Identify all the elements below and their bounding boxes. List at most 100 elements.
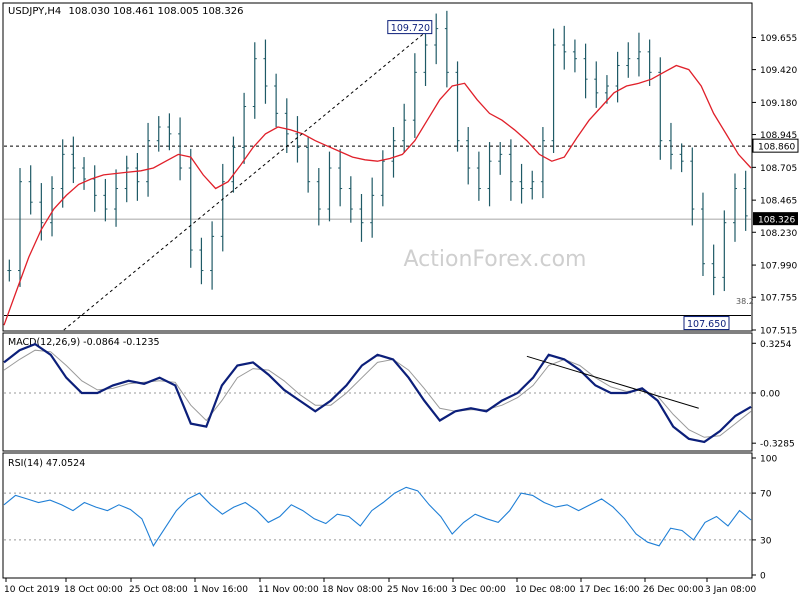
price-bar — [466, 127, 471, 185]
rsi-panel-frame — [2, 452, 753, 579]
low-annotation-label: 107.650 — [687, 319, 726, 330]
price-bar — [348, 176, 353, 223]
macd-tick-label: 0.3254 — [760, 340, 792, 350]
price-bar — [423, 32, 428, 87]
price-tick-label: 107.990 — [760, 262, 797, 272]
macd-panel-frame — [2, 332, 753, 452]
price-bar — [700, 192, 705, 277]
x-tick-label: 1 Nov 16:00 — [193, 585, 248, 595]
price-bar — [370, 177, 375, 238]
price-bar — [732, 173, 737, 242]
price-bar — [210, 221, 215, 290]
price-bar — [402, 103, 407, 153]
price-bar — [572, 39, 577, 73]
price-bar — [114, 169, 119, 227]
macd-tick-label: 0.00 — [760, 390, 780, 400]
price-bar — [263, 39, 268, 104]
price-bar — [626, 42, 631, 78]
macd-main-line — [3, 342, 752, 444]
price-bar — [199, 237, 204, 285]
price-bar — [231, 136, 236, 193]
price-bar — [476, 151, 481, 201]
rsi-title: RSI(14) 47.0524 — [8, 458, 85, 469]
price-bar — [316, 168, 321, 226]
moving-average-line — [3, 64, 752, 326]
rsi-tick-label: 30 — [760, 536, 772, 546]
price-bar — [540, 127, 545, 199]
price-bar — [679, 143, 684, 173]
price-bar — [551, 28, 556, 153]
price-bar — [327, 151, 332, 222]
x-tick-label: 10 Oct 2019 — [4, 585, 60, 595]
x-tick-label: 10 Dec 08:00 — [515, 585, 576, 595]
rsi-layer — [3, 486, 752, 547]
x-tick-label: 25 Oct 08:00 — [129, 585, 188, 595]
price-tick-label: 109.420 — [760, 66, 797, 76]
price-bar — [178, 117, 183, 181]
price-bar — [242, 92, 247, 164]
price-bar — [711, 244, 716, 296]
price-bar — [722, 210, 727, 292]
x-tick-label: 17 Dec 16:00 — [579, 585, 640, 595]
price-bar — [359, 193, 364, 242]
high-annotation-label: 109.720 — [391, 23, 430, 34]
price-bar — [391, 127, 396, 178]
price-tick-label: 108.230 — [760, 229, 797, 239]
price-bar — [156, 116, 161, 152]
symbol-label: USDJPY,H4 — [8, 6, 61, 17]
price-bar — [18, 168, 23, 287]
price-bar — [274, 73, 279, 128]
x-tick-label: 18 Oct 00:00 — [64, 585, 123, 595]
price-bar — [146, 122, 151, 197]
x-tick-label: 3 Jan 08:00 — [705, 585, 757, 595]
price-bar — [28, 165, 33, 215]
price-bar — [60, 139, 65, 208]
price-bar — [167, 113, 172, 151]
price-bar — [7, 259, 12, 282]
price-tick-label: 108.465 — [760, 197, 797, 207]
price-bar — [455, 61, 460, 152]
price-bar — [690, 147, 695, 226]
price-bar — [615, 51, 620, 103]
price-bar — [71, 136, 76, 184]
price-tick-label: 108.705 — [760, 164, 797, 174]
chart-header: USDJPY,H4 108.030 108.461 108.005 108.32… — [8, 6, 243, 17]
price-bar — [594, 61, 599, 108]
price-bar — [338, 148, 343, 207]
macd-tick-label: -0.3285 — [760, 440, 795, 450]
price-bar — [487, 142, 492, 207]
price-tick-label: 107.515 — [760, 327, 797, 337]
price-bar — [103, 178, 108, 222]
price-tick-label: 108.945 — [760, 131, 797, 141]
price-bar — [82, 157, 87, 190]
price-bar — [583, 43, 588, 99]
macd-axis: 0.3254 0.00 -0.3285 — [752, 340, 795, 450]
x-tick-label: 18 Nov 08:00 — [322, 585, 383, 595]
price-bar — [135, 152, 140, 201]
macd-signal-line — [3, 349, 752, 438]
price-bar — [295, 116, 300, 163]
price-bar — [498, 142, 503, 175]
price-tick-label: 109.180 — [760, 99, 797, 109]
price-bar — [252, 42, 257, 119]
price-layer: 109.720 107.650 38.2 — [3, 10, 754, 331]
price-bar — [604, 75, 609, 104]
x-tick-label: 26 Dec 00:00 — [643, 585, 704, 595]
price-bar — [306, 136, 311, 193]
rsi-axis: 100 70 30 0 — [752, 455, 777, 582]
fib-annotation-label: 38.2 — [736, 297, 754, 306]
dashed-trendline — [63, 28, 431, 331]
price-bar — [562, 25, 567, 70]
price-bar — [188, 148, 193, 268]
price-bar — [124, 155, 129, 203]
rsi-tick-label: 0 — [760, 572, 766, 582]
resistance-label-box — [752, 138, 799, 153]
macd-title: MACD(12,26,9) -0.0864 -0.1235 — [8, 337, 160, 348]
x-tick-label: 25 Nov 16:00 — [387, 585, 448, 595]
price-bar — [220, 163, 225, 252]
price-tick-label: 107.755 — [760, 294, 797, 304]
price-bar — [380, 150, 385, 207]
price-bar — [284, 98, 289, 153]
price-bar — [743, 170, 748, 231]
